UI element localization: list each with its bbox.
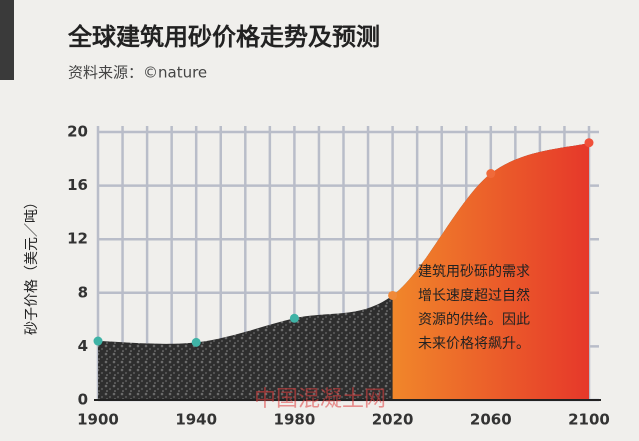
y-tick-label: 8 xyxy=(78,283,88,301)
annotation: 资源的供给。因此 xyxy=(418,312,530,328)
watermark: 中国混凝土网 xyxy=(254,387,386,412)
y-tick-label: 12 xyxy=(67,230,88,248)
x-tick-label: 2100 xyxy=(568,411,610,429)
x-tick-label: 2060 xyxy=(470,411,512,429)
annotation: 建筑用砂砾的需求 xyxy=(418,264,530,280)
marker xyxy=(486,169,496,179)
chart-title: 全球建筑用砂价格走势及预测 xyxy=(67,23,380,51)
x-tick-label: 2020 xyxy=(372,411,414,429)
marker xyxy=(93,336,103,346)
forecast-fill xyxy=(392,142,589,400)
corner-decoration xyxy=(0,0,14,80)
y-tick-label: 0 xyxy=(78,391,88,409)
x-tick-label: 1940 xyxy=(175,411,217,429)
x-tick-label: 1900 xyxy=(77,411,119,429)
y-tick-label: 4 xyxy=(78,337,88,355)
marker xyxy=(584,138,594,148)
y-axis-label: 砂子价格（美元／吨） xyxy=(24,195,40,335)
chart-subtitle: 资料来源：©nature xyxy=(68,64,207,82)
y-tick-label: 20 xyxy=(67,123,88,141)
x-tick-label: 1980 xyxy=(274,411,316,429)
marker xyxy=(388,290,398,300)
annotation: 未来价格将飙升。 xyxy=(418,336,530,352)
annotation: 增长速度超过自然 xyxy=(418,287,530,304)
y-tick-label: 16 xyxy=(67,176,88,194)
marker xyxy=(191,337,201,347)
marker xyxy=(289,313,299,323)
